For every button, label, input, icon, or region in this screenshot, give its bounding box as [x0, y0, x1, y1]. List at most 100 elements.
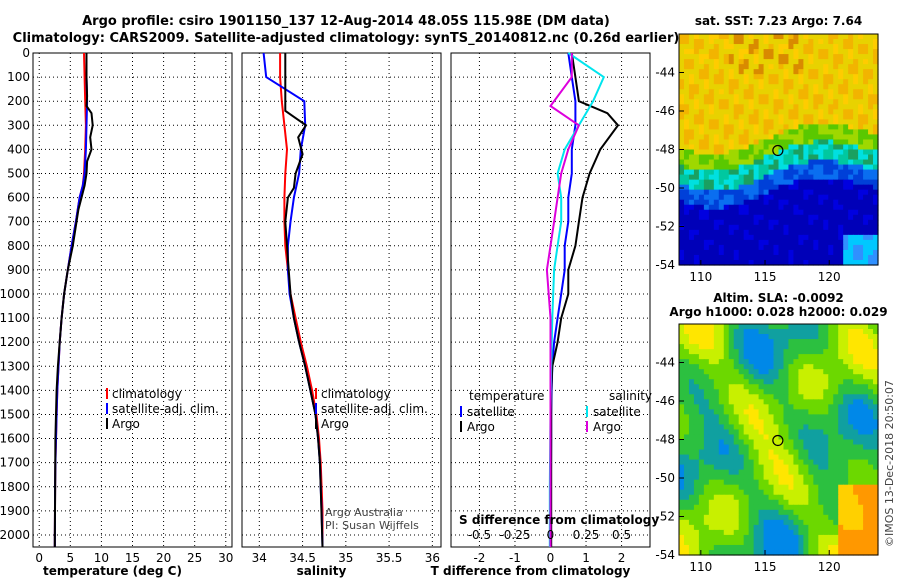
map-cell — [788, 429, 795, 436]
map-cell — [778, 114, 785, 120]
map-cell — [698, 449, 705, 456]
map-cell — [853, 494, 859, 501]
map-cell — [843, 59, 849, 65]
map-cell — [768, 134, 775, 141]
map-cell — [833, 139, 839, 146]
map-cell — [743, 384, 750, 390]
map-cell — [853, 509, 859, 516]
map-cell — [813, 149, 819, 156]
map-cell — [803, 519, 809, 526]
map-cell — [713, 329, 720, 335]
map-cell — [793, 404, 799, 410]
map-cell — [728, 54, 735, 60]
map-cell — [718, 544, 725, 551]
map-cell — [808, 504, 814, 511]
map-cell — [778, 184, 785, 191]
map-cell — [788, 44, 795, 50]
map-cell — [808, 144, 814, 151]
map-cell — [843, 99, 849, 105]
map-cell — [818, 99, 824, 105]
map-cell — [838, 69, 844, 75]
map-cell — [853, 354, 859, 360]
map-cell — [768, 129, 775, 136]
map-cell — [793, 484, 799, 491]
map-cell — [853, 189, 859, 196]
map-cell — [783, 99, 790, 105]
x-axis-label: T difference from climatology — [431, 564, 631, 578]
map-cell — [738, 504, 745, 511]
map-cell — [813, 339, 819, 345]
map-cell — [838, 499, 844, 506]
map-cell — [853, 119, 859, 125]
map-cell — [768, 494, 775, 501]
map-cell — [823, 549, 829, 556]
map-cell — [858, 249, 864, 256]
map-cell — [773, 224, 780, 231]
map-cell — [798, 189, 804, 196]
map-cell — [703, 509, 710, 516]
map-cell — [843, 424, 849, 431]
map-cell — [773, 114, 780, 120]
map-cell — [848, 94, 854, 100]
map-cell — [858, 169, 864, 176]
map-cell — [688, 469, 695, 476]
map-cell — [683, 154, 690, 161]
map-cell — [868, 204, 874, 211]
map-cell — [798, 144, 804, 151]
map-cell — [728, 404, 735, 410]
map-cell — [753, 524, 760, 531]
map-cell — [703, 544, 710, 551]
map-cell — [853, 334, 859, 340]
map-cell — [863, 369, 869, 375]
map-cell — [793, 159, 799, 166]
map-cell — [693, 99, 700, 105]
map-cell — [853, 209, 859, 216]
map-cell — [833, 144, 839, 151]
map-cell — [843, 509, 849, 516]
map-cell — [679, 479, 685, 486]
map-cell — [763, 174, 770, 181]
map-cell — [853, 174, 859, 181]
map-cell — [808, 234, 814, 241]
map-cell — [718, 54, 725, 60]
map-cell — [738, 229, 745, 236]
map-cell — [793, 109, 799, 115]
map-cell — [813, 394, 819, 400]
map-cell — [823, 519, 829, 526]
map-cell — [768, 479, 775, 486]
map-cell — [763, 54, 770, 60]
map-cell — [863, 219, 869, 226]
map-cell — [753, 459, 760, 466]
map-cell — [718, 494, 725, 501]
map-cell — [753, 329, 760, 335]
map-cell — [683, 404, 690, 410]
map-cell — [853, 144, 859, 151]
map-cell — [773, 349, 780, 355]
map-cell — [793, 239, 799, 246]
map-cell — [783, 74, 790, 80]
y-tick-label: 1200 — [0, 335, 30, 349]
map-cell — [753, 544, 760, 551]
plot-frame — [241, 52, 442, 548]
map-cell — [738, 549, 745, 556]
map-cell — [718, 164, 725, 171]
map-cell — [773, 49, 780, 55]
map-cell — [773, 504, 780, 511]
map-cell — [858, 64, 864, 70]
map-cell — [688, 384, 695, 390]
map-cell — [748, 49, 755, 55]
map-cell — [833, 179, 839, 186]
map-cell — [788, 384, 795, 390]
map-cell — [758, 104, 765, 110]
map-cell — [843, 454, 849, 461]
map-cell — [858, 389, 864, 395]
map-cell — [858, 464, 864, 471]
map-cell — [708, 234, 715, 241]
map-cell — [838, 419, 844, 426]
map-cell — [873, 169, 879, 176]
map-cell — [688, 129, 695, 136]
map-cell — [848, 444, 854, 451]
map-cell — [833, 519, 839, 526]
map-cell — [793, 199, 799, 206]
map-cell — [773, 149, 780, 156]
